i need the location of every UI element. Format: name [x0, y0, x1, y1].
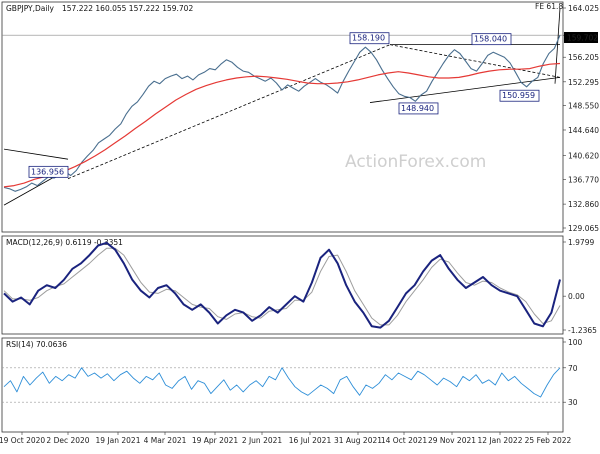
rsi-tick-label: 30	[568, 398, 578, 407]
price-tick-label: 144.640	[568, 126, 599, 135]
x-tick-label: 25 Feb 2022	[525, 436, 572, 445]
x-tick-label: 31 Aug 2021	[334, 436, 382, 445]
price-series	[3, 34, 561, 192]
falling-trendline	[389, 44, 561, 78]
macd-line	[3, 241, 561, 329]
x-tick-label: 16 Jul 2021	[289, 436, 332, 445]
price-label: 150.959	[502, 91, 535, 100]
x-tick-label: 2 Jun 2021	[242, 436, 283, 445]
current-price-label: 159.702	[567, 34, 598, 43]
moving-average-line	[3, 62, 561, 188]
price-tick-label: 129.065	[568, 224, 599, 233]
rsi-tick-label: 100	[568, 338, 583, 347]
rsi-line	[3, 367, 561, 398]
price-tick-label: 140.620	[568, 151, 599, 160]
ohlc-readout: 157.222 160.055 157.222 159.702	[62, 4, 193, 13]
rsi-panel	[1, 337, 564, 433]
x-tick-label: 19 Oct 2020	[0, 436, 45, 445]
price-annotations: 158.190 158.040 148.940 150.959 136.956	[28, 32, 540, 178]
price-label-box	[398, 102, 439, 115]
price-label-box	[471, 33, 512, 46]
fib-label: FE 61.8	[535, 2, 563, 11]
x-tick-label: 14 Oct 2021	[381, 436, 428, 445]
watermark: ActionForex.com	[345, 152, 486, 172]
triangle-upper-line	[3, 148, 69, 160]
macd-tick-label: -1.2365	[568, 326, 597, 335]
macd-tick-label: 0.00	[568, 292, 585, 301]
price-line	[3, 34, 561, 192]
price-label: 148.940	[401, 104, 434, 113]
macd-panel	[1, 235, 564, 335]
price-label: 136.956	[31, 167, 64, 176]
channel-support-line	[67, 44, 391, 180]
price-tick-label: 164.025	[568, 4, 599, 13]
macd-tick-label: 1.9799	[568, 238, 594, 247]
price-label-box	[349, 32, 390, 45]
price-tick-label: 148.550	[568, 101, 599, 110]
price-tick-label: 156.205	[568, 53, 599, 62]
macd-title: MACD(12,26,9) 0.6119 -0.3351	[6, 238, 123, 247]
price-tick-label: 132.860	[568, 200, 599, 209]
x-tick-label: 19 Apr 2021	[192, 436, 239, 445]
rsi-tick-label: 70	[568, 364, 578, 373]
current-price-tag	[564, 32, 598, 43]
price-tick-label: 136.770	[568, 176, 599, 185]
x-axis: 19 Oct 2020 2 Dec 2020 19 Jan 2021 4 Mar 20…	[0, 432, 572, 445]
price-label-box	[499, 89, 540, 102]
macd-series: 1.9799 0.00 -1.2365	[3, 238, 597, 335]
price-label-box	[28, 165, 69, 178]
rsi-title: RSI(14) 70.0636	[6, 340, 67, 349]
rising-support-line	[369, 76, 561, 103]
rsi-series: 100 70 30	[2, 338, 583, 407]
price-label: 158.040	[474, 35, 507, 44]
x-tick-label: 29 Nov 2021	[428, 436, 476, 445]
price-axis: 164.025 156.205 152.295 148.550 144.640 140.6…	[2, 4, 599, 233]
projection-line	[554, 8, 561, 84]
chart-title: GBPJPY,Daily	[6, 4, 55, 13]
x-tick-label: 4 Mar 2021	[144, 436, 187, 445]
x-tick-label: 2 Dec 2020	[46, 436, 89, 445]
price-tick-label: 152.295	[568, 78, 599, 87]
x-tick-label: 12 Jan 2022	[478, 436, 523, 445]
price-label: 158.190	[352, 34, 385, 43]
price-panel	[1, 1, 564, 233]
x-tick-label: 19 Jan 2021	[96, 436, 141, 445]
